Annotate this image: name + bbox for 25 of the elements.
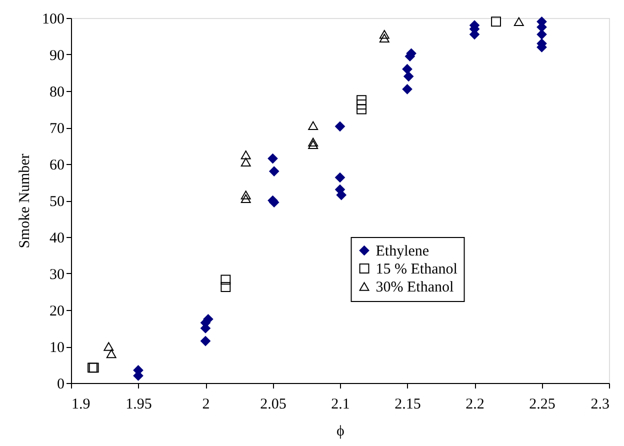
y-tick-label: 50 <box>50 194 64 210</box>
y-tick-label: 0 <box>57 376 64 392</box>
legend-label: 30% Ethanol <box>376 280 454 296</box>
x-tick-label: 1.95 <box>126 396 152 412</box>
y-tick-label: 70 <box>50 121 64 137</box>
x-tick-label: 2.1 <box>331 396 350 412</box>
x-axis-title: ϕ <box>336 424 345 440</box>
y-tick-label: 80 <box>50 84 64 100</box>
y-tick-label: 90 <box>50 48 64 64</box>
x-tick-label: 1.9 <box>72 396 90 412</box>
y-tick-label: 10 <box>50 340 64 356</box>
y-axis-title: Smoke Number <box>17 154 33 248</box>
x-tick-label: 2 <box>202 396 210 412</box>
x-tick-label: 2.3 <box>590 396 610 412</box>
legend-label: Ethylene <box>376 244 430 260</box>
y-tick-label: 40 <box>50 230 64 246</box>
y-tick-label: 100 <box>42 12 64 28</box>
x-tick-label: 2.25 <box>529 396 556 412</box>
legend-label: 15 % Ethanol <box>376 262 458 278</box>
y-tick-label: 20 <box>50 304 64 320</box>
x-tick-label: 2.2 <box>466 396 484 412</box>
y-tick-label: 30 <box>50 267 64 283</box>
x-tick-label: 2.05 <box>260 396 286 412</box>
y-tick-label: 60 <box>50 158 64 174</box>
x-tick-label: 2.15 <box>394 396 421 412</box>
